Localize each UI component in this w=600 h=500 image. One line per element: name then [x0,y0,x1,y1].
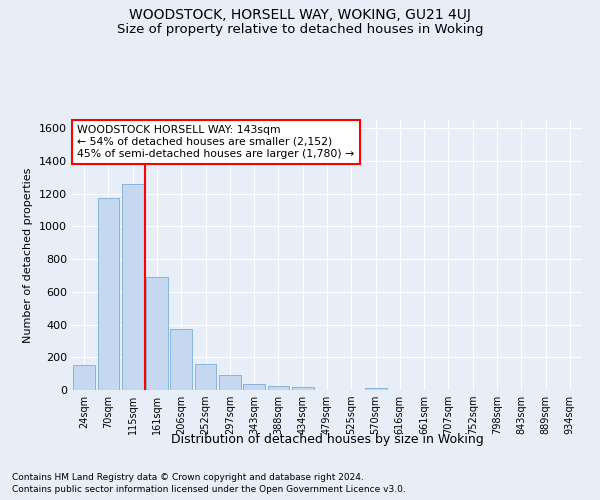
Bar [268,386,289,390]
Text: Distribution of detached houses by size in Woking: Distribution of detached houses by size … [170,432,484,446]
Bar [146,277,168,390]
Bar [170,330,192,390]
Bar [292,386,314,390]
Bar [122,184,143,390]
Bar [365,388,386,390]
Text: Contains HM Land Registry data © Crown copyright and database right 2024.: Contains HM Land Registry data © Crown c… [12,472,364,482]
Text: Size of property relative to detached houses in Woking: Size of property relative to detached ho… [117,22,483,36]
Bar [243,384,265,390]
Text: Contains public sector information licensed under the Open Government Licence v3: Contains public sector information licen… [12,485,406,494]
Bar [97,198,119,390]
Bar [219,376,241,390]
Text: WOODSTOCK HORSELL WAY: 143sqm
← 54% of detached houses are smaller (2,152)
45% o: WOODSTOCK HORSELL WAY: 143sqm ← 54% of d… [77,126,355,158]
Y-axis label: Number of detached properties: Number of detached properties [23,168,34,342]
Bar [73,366,95,390]
Text: WOODSTOCK, HORSELL WAY, WOKING, GU21 4UJ: WOODSTOCK, HORSELL WAY, WOKING, GU21 4UJ [129,8,471,22]
Bar [194,364,217,390]
